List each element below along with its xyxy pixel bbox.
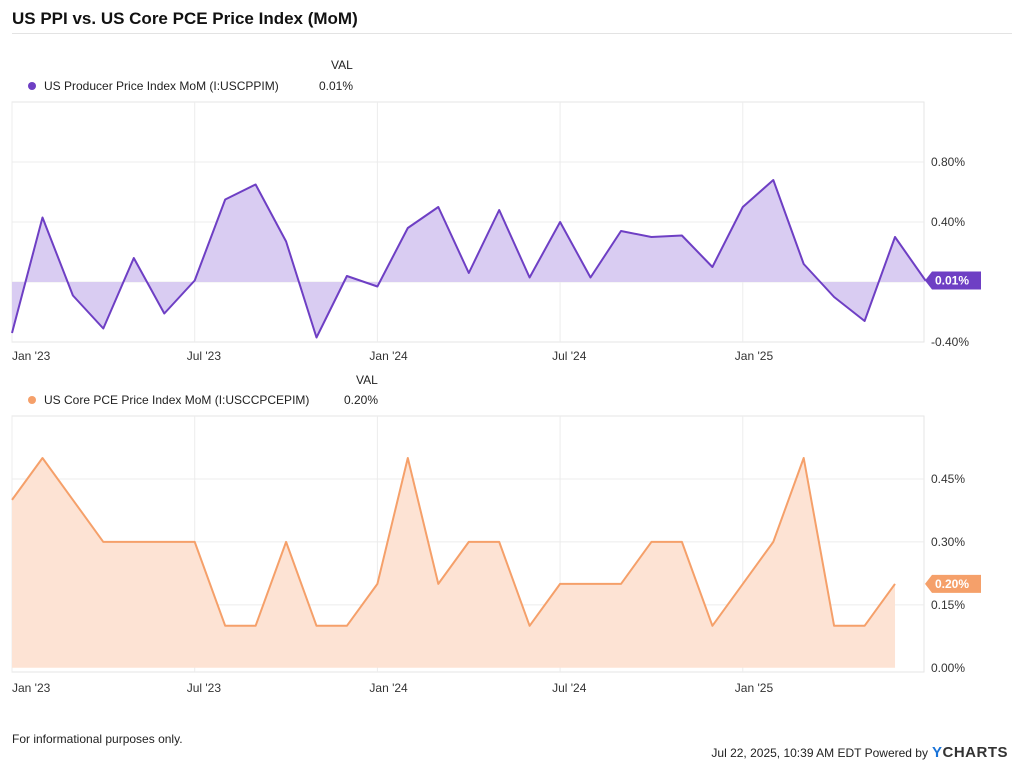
ppi-xtick-label: Jan '23: [12, 349, 51, 363]
pce-xtick-label: Jan '24: [369, 681, 408, 695]
ppi-ytick-label: 0.80%: [931, 155, 965, 169]
chart-title: US PPI vs. US Core PCE Price Index (MoM): [12, 9, 358, 28]
pce-value-badge: [925, 574, 981, 593]
ppi-legend-item[interactable]: US Producer Price Index MoM (I:USCPPIM): [28, 79, 279, 93]
pce-xtick-label: Jul '24: [552, 681, 587, 695]
pce-area: [12, 458, 896, 668]
pce-value-badge-text: 0.20%: [935, 577, 969, 591]
timestamp: Jul 22, 2025, 10:39 AM EDT Powered by: [711, 745, 928, 760]
pce-legend-value: 0.20%: [344, 393, 379, 407]
pce-ytick-label: 0.00%: [931, 661, 965, 675]
pce-ytick-label: 0.30%: [931, 535, 965, 549]
pce-legend-header: VAL: [356, 373, 378, 387]
pce-legend-dot-icon: [28, 396, 36, 404]
ppi-ytick-label: 0.40%: [931, 215, 965, 229]
disclaimer: For informational purposes only.: [12, 732, 183, 746]
ppi-ytick-label: -0.40%: [931, 335, 969, 349]
ppi-xtick-label: Jul '24: [552, 349, 587, 363]
ycharts-logo-y: Y: [931, 744, 943, 761]
ycharts-logo-text: CHARTS: [942, 744, 1008, 761]
pce-xtick-label: Jan '25: [735, 681, 774, 695]
ppi-legend-value: 0.01%: [319, 79, 354, 93]
pce-ytick-label: 0.15%: [931, 598, 965, 612]
ppi-value-badge-text: 0.01%: [935, 274, 969, 288]
footer-attribution: Jul 22, 2025, 10:39 AM EDT Powered by YC…: [711, 744, 1008, 761]
ppi-xtick-label: Jul '23: [187, 349, 222, 363]
ppi-area: [12, 180, 926, 338]
ppi-value-badge: [925, 271, 981, 290]
pce-xtick-label: Jul '23: [187, 681, 222, 695]
pce-legend-label: US Core PCE Price Index MoM (I:USCCPCEPI…: [44, 393, 310, 407]
ppi-xtick-label: Jan '25: [735, 349, 774, 363]
pce-legend-item[interactable]: US Core PCE Price Index MoM (I:USCCPCEPI…: [28, 393, 309, 407]
ppi-xtick-label: Jan '24: [369, 349, 408, 363]
ycharts-logo[interactable]: YCHARTS: [932, 744, 1008, 761]
ppi-legend-header: VAL: [331, 58, 353, 72]
ppi-legend-dot-icon: [28, 82, 36, 90]
pce-ytick-label: 0.45%: [931, 472, 965, 486]
pce-series-line: [11, 457, 896, 627]
ppi-legend-label: US Producer Price Index MoM (I:USCPPIM): [44, 79, 279, 93]
title-divider: [12, 33, 1012, 34]
pce-xtick-label: Jan '23: [12, 681, 51, 695]
